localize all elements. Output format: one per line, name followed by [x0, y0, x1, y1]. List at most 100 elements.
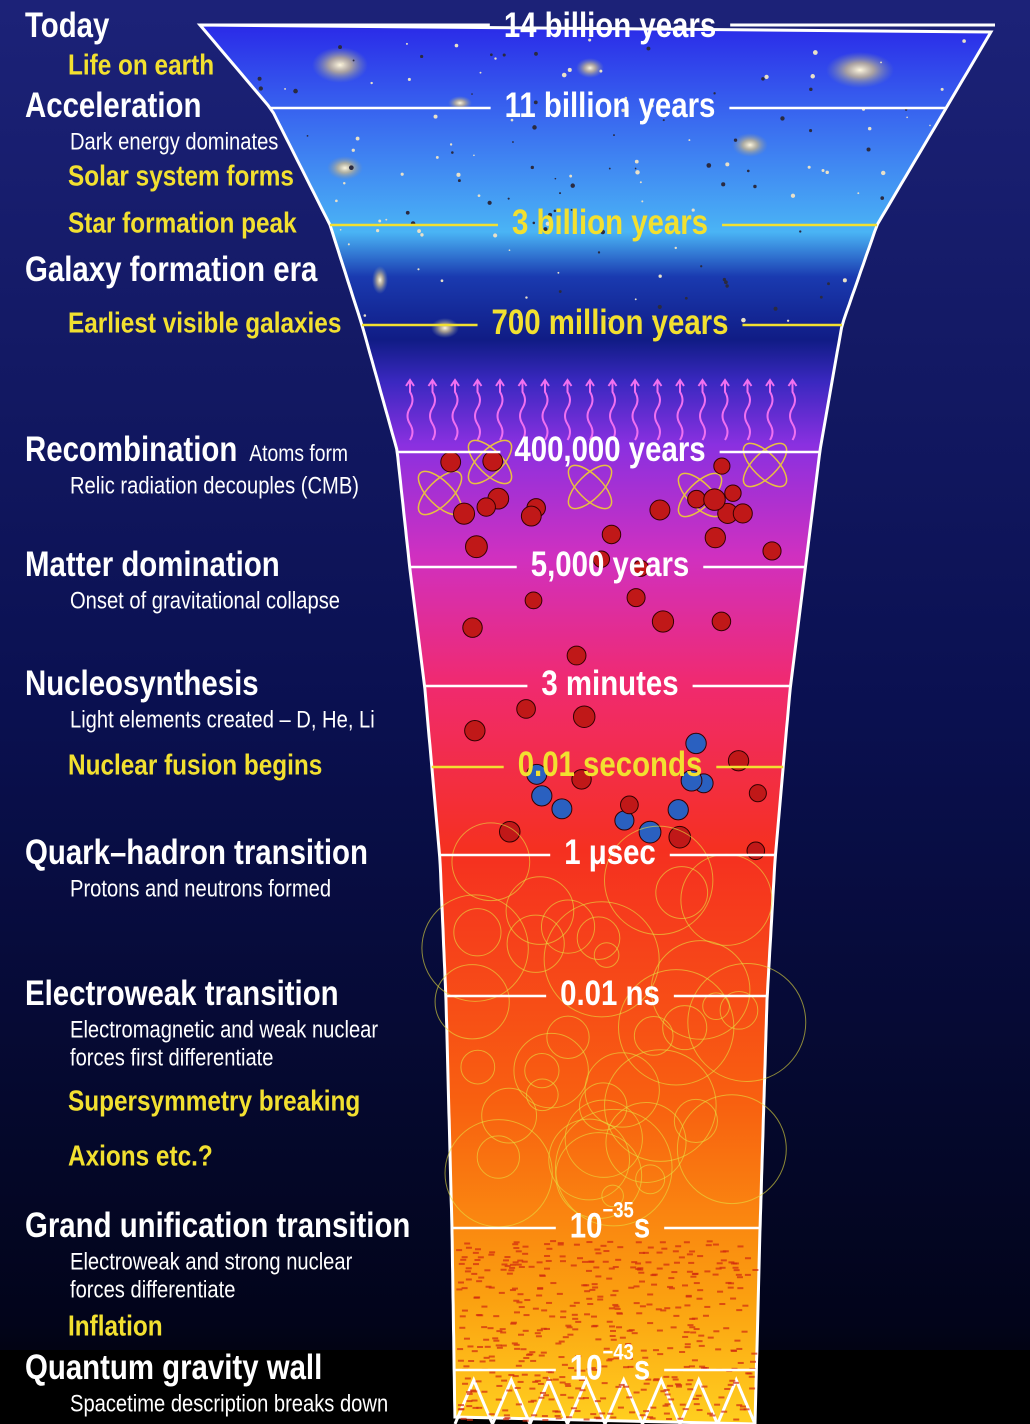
plasma-speck	[459, 1315, 466, 1318]
particle	[531, 785, 553, 807]
particle	[464, 719, 486, 742]
plasma-speck	[502, 1259, 509, 1262]
plasma-speck	[508, 1269, 515, 1272]
plasma-speck	[517, 1259, 524, 1262]
plasma-speck	[522, 1329, 529, 1332]
particle-track	[604, 1049, 717, 1162]
plasma-speck	[549, 1315, 556, 1318]
plasma-speck	[677, 1417, 684, 1420]
star	[641, 200, 644, 203]
star	[597, 251, 601, 254]
star	[545, 221, 550, 226]
star	[564, 216, 569, 220]
star	[508, 249, 511, 252]
photon	[405, 378, 415, 441]
plasma-speck	[722, 1250, 729, 1253]
plasma-speck	[586, 1368, 593, 1371]
plasma-speck	[623, 1366, 630, 1369]
plasma-speck	[460, 1417, 467, 1420]
plasma-speck	[571, 1313, 578, 1316]
galaxy	[327, 156, 363, 180]
plasma-speck	[698, 1344, 705, 1347]
particle	[453, 502, 476, 525]
plasma-speck	[541, 1415, 548, 1418]
star	[688, 139, 691, 142]
star	[725, 162, 730, 167]
plasma-speck	[536, 1261, 543, 1264]
plasma-speck	[502, 1409, 509, 1412]
plasma-speck	[499, 1328, 506, 1331]
plasma-speck	[500, 1344, 507, 1347]
plasma-speck	[693, 1282, 700, 1285]
plasma-speck	[647, 1293, 654, 1296]
star	[512, 141, 514, 143]
plasma-speck	[636, 1312, 643, 1315]
star	[378, 219, 382, 223]
photon	[562, 378, 573, 441]
plasma-speck	[751, 1352, 758, 1355]
plasma-speck	[473, 1296, 480, 1299]
plasma-speck	[653, 1378, 660, 1381]
plasma-speck	[495, 1344, 502, 1347]
plasma-speck	[539, 1391, 546, 1394]
photon	[675, 378, 685, 441]
labels: Today 14 billion years Life on earth Accele…	[25, 6, 728, 1417]
plasma-speck	[736, 1347, 743, 1350]
particle	[465, 535, 488, 559]
plasma-speck	[643, 1382, 650, 1385]
star	[420, 233, 424, 237]
plasma-speck	[657, 1353, 664, 1356]
star	[810, 74, 815, 79]
galaxy	[372, 266, 388, 294]
plasma-speck	[493, 1339, 500, 1342]
plasma-speck	[457, 1348, 464, 1351]
plasma-speck	[595, 1338, 602, 1341]
particle-track	[579, 1082, 628, 1131]
plasma-speck	[741, 1330, 748, 1333]
star	[639, 181, 642, 184]
star	[866, 147, 871, 152]
star	[558, 290, 562, 293]
plasma-speck	[564, 1383, 571, 1386]
plasma-speck	[481, 1305, 488, 1308]
plasma-speck	[556, 1292, 563, 1295]
plasma-speck	[475, 1380, 482, 1383]
plasma-speck	[692, 1272, 699, 1275]
plasma-speck	[739, 1405, 746, 1408]
plasma-speck	[668, 1277, 675, 1280]
plasma-speck	[537, 1382, 544, 1385]
plasma-speck	[698, 1334, 705, 1337]
plasma-speck	[508, 1373, 515, 1376]
era-label: Recombination	[25, 430, 237, 469]
plasma-speck	[645, 1261, 652, 1264]
plasma-speck	[696, 1340, 703, 1343]
plasma-speck	[456, 1249, 463, 1252]
plasma-speck	[730, 1262, 737, 1265]
plasma-speck	[506, 1272, 513, 1275]
plasma-speck	[511, 1342, 518, 1345]
time-label: 11 billion years	[505, 86, 716, 125]
plasma-speck	[666, 1417, 673, 1420]
plasma-speck	[471, 1399, 478, 1402]
particle-track	[543, 901, 660, 1018]
particle	[620, 795, 639, 815]
particle	[746, 841, 766, 861]
star	[613, 134, 615, 137]
particle-track	[481, 1087, 538, 1144]
plasma-speck	[595, 1252, 602, 1255]
plasma-speck	[689, 1326, 696, 1329]
star	[385, 218, 388, 221]
plasma-speck	[559, 1260, 566, 1263]
plasma-speck	[460, 1258, 467, 1261]
star	[725, 284, 729, 288]
particle-track	[719, 991, 759, 1030]
plasma-speck	[639, 1305, 646, 1308]
star	[588, 38, 592, 42]
plasma-speck	[534, 1332, 541, 1335]
plasma-speck	[633, 1302, 640, 1305]
plasma-speck	[689, 1250, 696, 1253]
star	[525, 296, 528, 299]
particle	[626, 588, 646, 608]
star	[493, 233, 498, 238]
particle	[592, 550, 611, 568]
